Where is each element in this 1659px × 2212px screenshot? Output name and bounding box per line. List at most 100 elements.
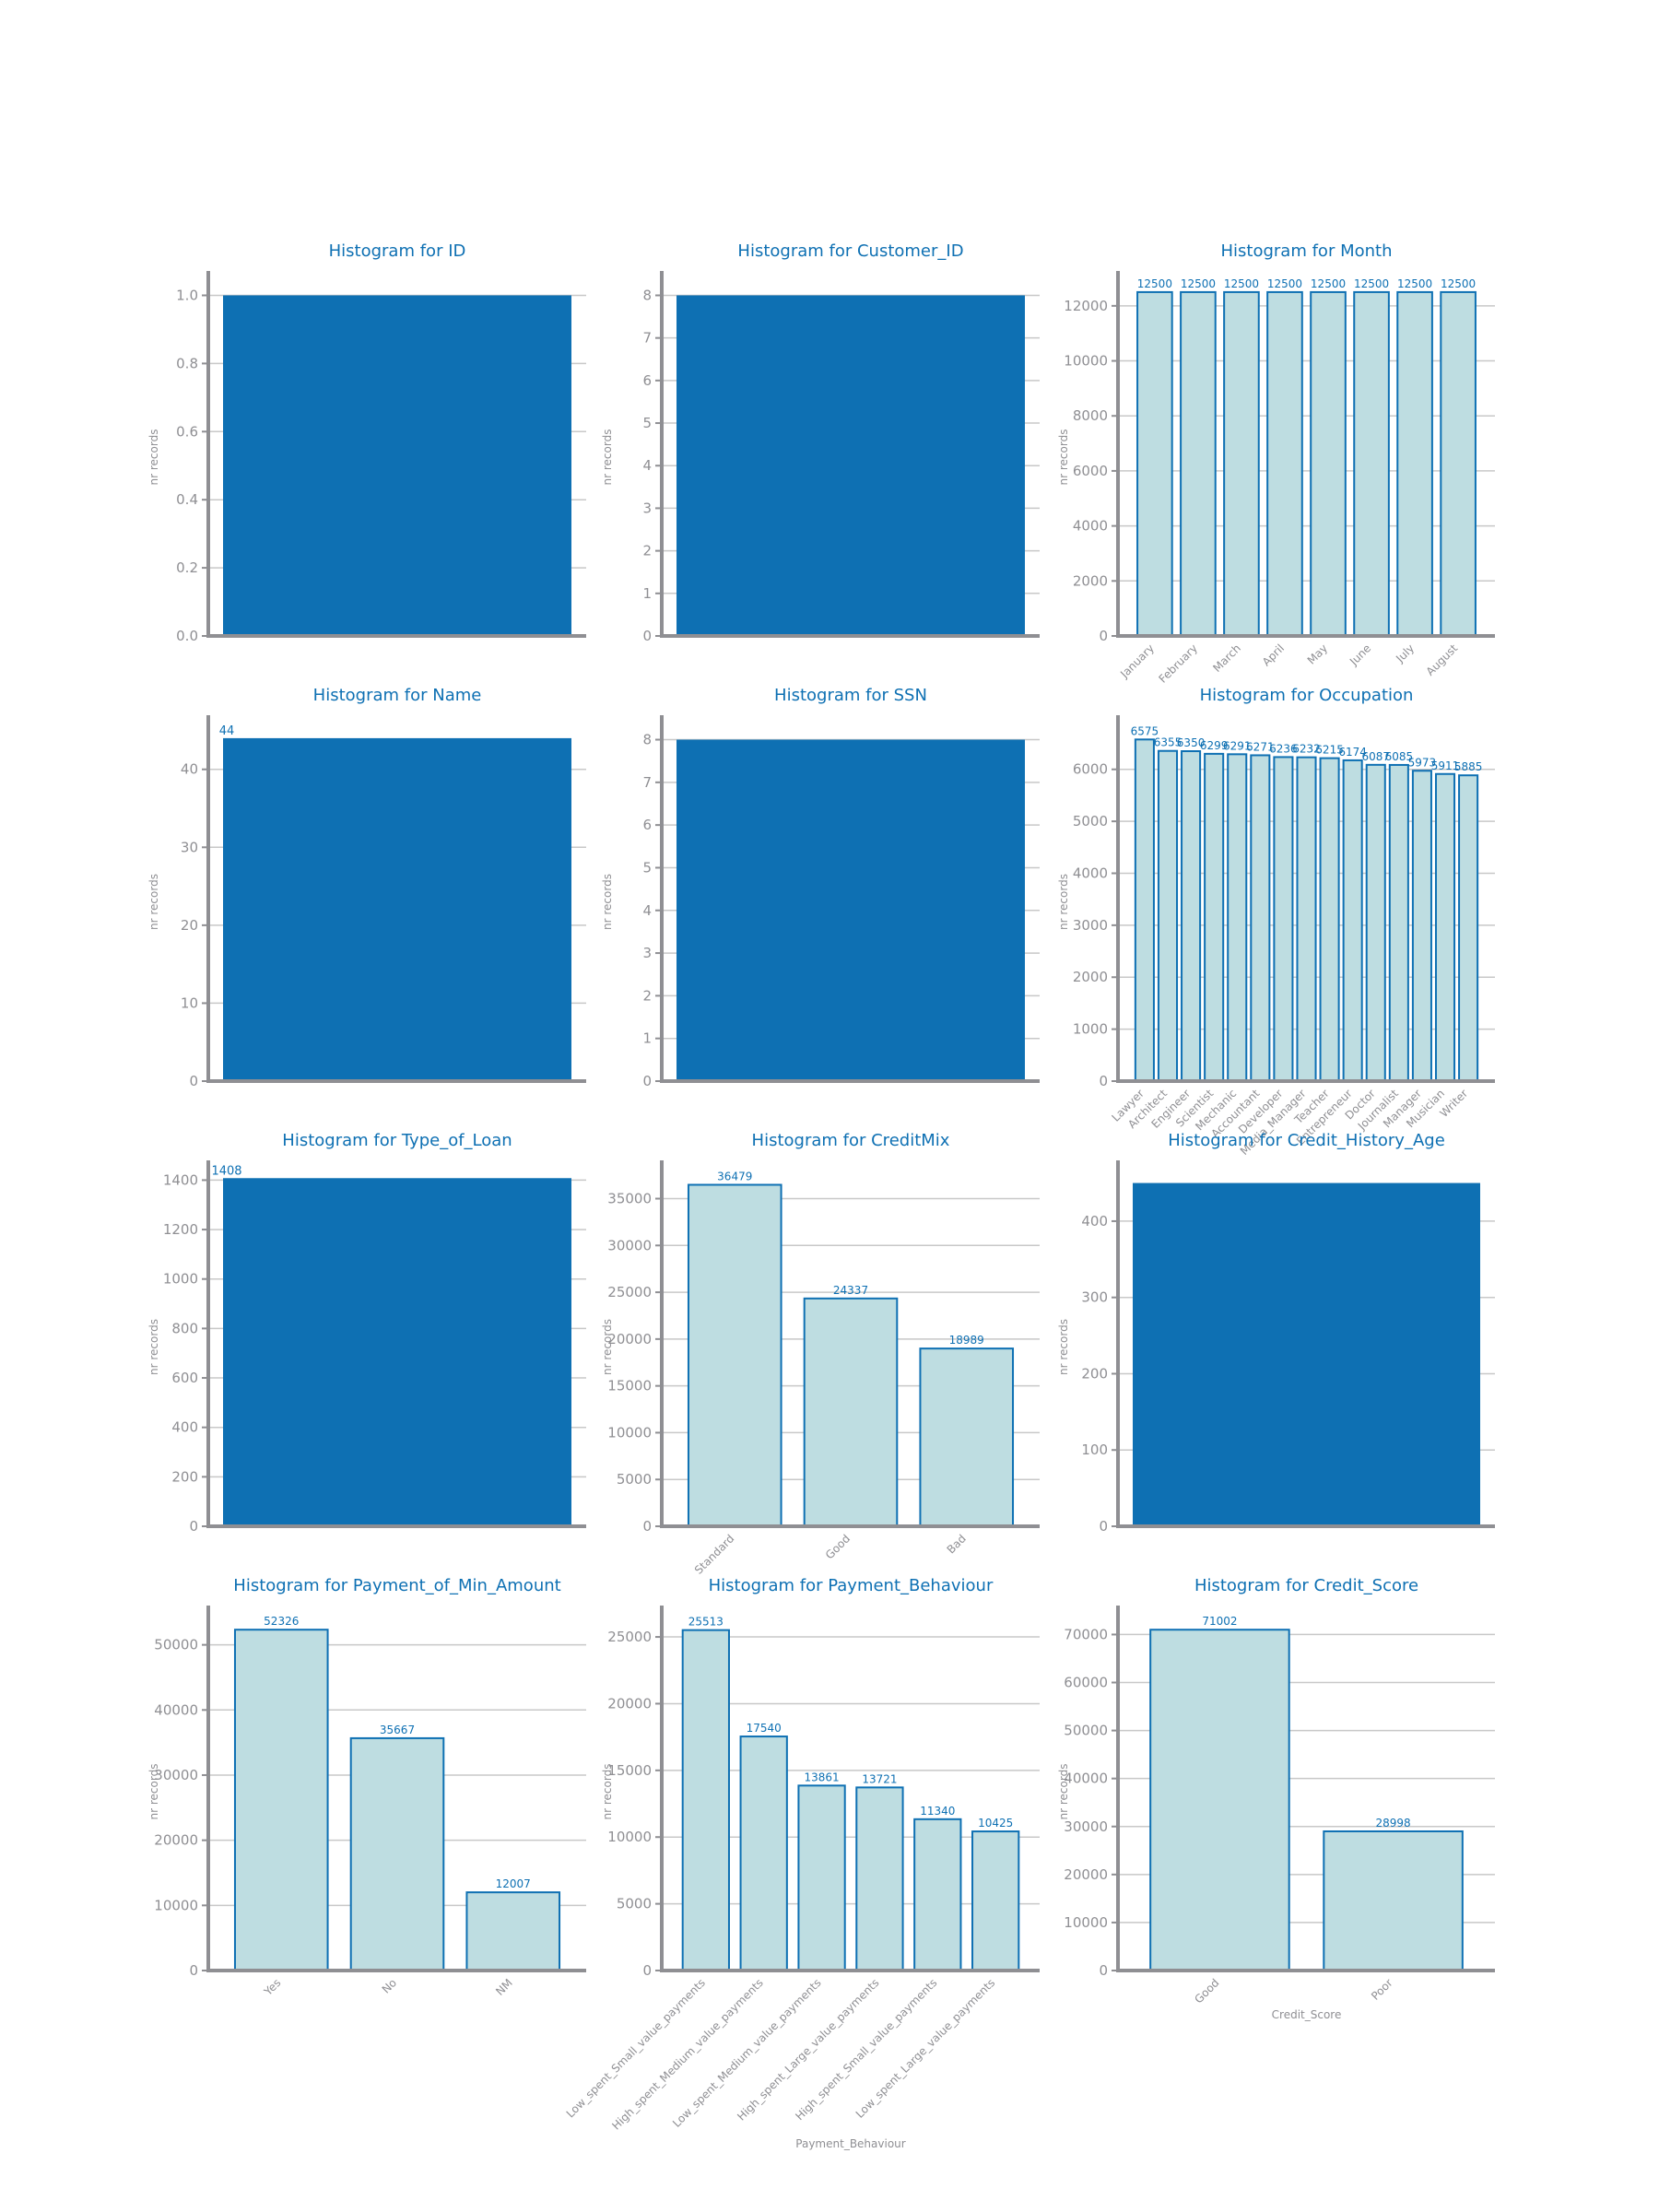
bar-value-label: 11340 bbox=[920, 1805, 955, 1818]
y-tick-label: 6000 bbox=[1073, 463, 1108, 479]
chart-panel-12: 71002 Good 28998 Poor 0 10000 20000 30000 40000 5… bbox=[1057, 1576, 1495, 2021]
y-tick-label: 0 bbox=[1099, 628, 1108, 644]
y-tick-label: 60000 bbox=[1064, 1675, 1108, 1691]
chart-panel-6: 6575Lawyer6355Architect6350Engineer6299S… bbox=[1057, 686, 1495, 1158]
chart-title: Histogram for CreditMix bbox=[752, 1131, 950, 1150]
chart-panel-3: 12500 January 12500 February 12500 March 12500… bbox=[1057, 241, 1495, 686]
y-tick-label: 5 bbox=[642, 859, 652, 876]
y-tick-label: 40000 bbox=[1064, 1771, 1108, 1787]
dense-bars bbox=[1133, 1182, 1480, 1526]
y-tick-label: 8000 bbox=[1073, 407, 1108, 424]
dense-bars bbox=[677, 739, 1025, 1081]
bar-value-label: 71002 bbox=[1202, 1615, 1237, 1628]
bar-value-label: 13861 bbox=[804, 1771, 839, 1783]
bar-value-label: 12500 bbox=[1397, 277, 1432, 290]
bar-value-label: 13721 bbox=[862, 1772, 897, 1785]
bar-value-label: 12500 bbox=[1137, 277, 1172, 290]
x-tick-label: April bbox=[1260, 641, 1287, 668]
x-tick-label: No bbox=[380, 1976, 399, 1995]
bar bbox=[1342, 759, 1363, 1082]
bar-value-label: 25513 bbox=[688, 1616, 724, 1629]
y-tick-label: 30000 bbox=[607, 1237, 652, 1253]
y-tick-label: 0 bbox=[1099, 1962, 1108, 1979]
chart-title: Histogram for Credit_History_Age bbox=[1168, 1131, 1445, 1150]
bar-value-label: 6575 bbox=[1131, 724, 1159, 737]
x-tick-label: January bbox=[1117, 641, 1157, 681]
bar-value-label: 6085 bbox=[1385, 750, 1414, 763]
x-tick-label: May bbox=[1305, 641, 1330, 666]
y-tick-label: 1 bbox=[642, 585, 652, 602]
x-tick-label: NM bbox=[493, 1976, 515, 1998]
bar bbox=[349, 1736, 445, 1972]
y-tick-label: 10000 bbox=[1064, 1914, 1108, 1931]
bar bbox=[1134, 738, 1155, 1082]
y-tick-label: 300 bbox=[1081, 1289, 1108, 1306]
bar bbox=[1365, 763, 1386, 1082]
y-tick-label: 0 bbox=[642, 1962, 652, 1979]
chart-title: Histogram for Customer_ID bbox=[737, 241, 963, 261]
x-axis-label: Credit_Score bbox=[1272, 2008, 1342, 2021]
chart-panel-10: 52326 Yes 35667 No 12007 NM 0 10000 20000 30000 40… bbox=[147, 1576, 586, 1999]
bar bbox=[1149, 1629, 1290, 1971]
y-tick-label: 4 bbox=[642, 457, 652, 474]
y-axis-label: nr records bbox=[147, 429, 160, 486]
x-tick-label: July bbox=[1393, 641, 1417, 665]
bar bbox=[919, 1347, 1015, 1528]
chart-title: Histogram for Credit_Score bbox=[1194, 1576, 1418, 1595]
y-tick-label: 0 bbox=[189, 1962, 198, 1979]
dense-bars bbox=[223, 295, 571, 636]
bar bbox=[687, 1183, 782, 1527]
chart-panel-11: 25513Low_spent_Small_value_payments17540… bbox=[564, 1576, 1040, 2150]
y-tick-label: 70000 bbox=[1064, 1626, 1108, 1642]
y-tick-label: 4000 bbox=[1073, 865, 1108, 881]
x-tick-label: Good bbox=[823, 1532, 853, 1561]
bar-value-label: 5973 bbox=[1408, 756, 1437, 769]
bar-value-label: 5885 bbox=[1454, 760, 1483, 773]
y-tick-label: 20000 bbox=[154, 1832, 198, 1849]
y-tick-label: 7 bbox=[642, 330, 652, 347]
y-tick-label: 20000 bbox=[1064, 1866, 1108, 1883]
y-tick-label: 1000 bbox=[1073, 1021, 1108, 1038]
y-tick-label: 35000 bbox=[607, 1191, 652, 1207]
y-axis-label: nr records bbox=[1057, 1319, 1070, 1375]
y-tick-label: 10000 bbox=[607, 1424, 652, 1441]
bar-value-label: 6355 bbox=[1154, 736, 1182, 749]
bar-value-label: 18989 bbox=[949, 1334, 984, 1347]
y-tick-label: 20 bbox=[181, 917, 198, 934]
y-tick-label: 7 bbox=[642, 774, 652, 791]
bar-value-label: 52326 bbox=[264, 1615, 299, 1628]
x-tick-label: March bbox=[1210, 641, 1243, 675]
y-axis-label: nr records bbox=[147, 1764, 160, 1820]
y-tick-label: 200 bbox=[1081, 1365, 1108, 1382]
y-tick-label: 50000 bbox=[1064, 1723, 1108, 1739]
y-tick-label: 200 bbox=[171, 1468, 198, 1485]
x-tick-label: Yes bbox=[261, 1976, 283, 1998]
bar bbox=[1388, 763, 1409, 1082]
bar-value-label: 35667 bbox=[380, 1724, 415, 1736]
y-tick-label: 3 bbox=[642, 945, 652, 961]
y-tick-label: 1.0 bbox=[176, 287, 198, 303]
bar bbox=[1273, 756, 1294, 1082]
bar-value-label: 12500 bbox=[1311, 277, 1346, 290]
bar bbox=[971, 1830, 1020, 1972]
bar-value-label: 24337 bbox=[833, 1284, 868, 1297]
bar-value-label: 6236 bbox=[1269, 742, 1298, 755]
y-tick-label: 4 bbox=[642, 902, 652, 919]
chart-title: Histogram for Type_of_Loan bbox=[282, 1131, 512, 1150]
bar bbox=[1310, 290, 1347, 637]
x-tick-label: Standard bbox=[692, 1532, 737, 1577]
chart-title: Histogram for Month bbox=[1221, 241, 1393, 261]
y-tick-label: 30000 bbox=[1064, 1818, 1108, 1835]
y-tick-label: 0.4 bbox=[176, 491, 198, 508]
chart-panel-8: 36479 Standard 24337 Good 18989 Bad 0 5000 10000… bbox=[601, 1131, 1040, 1577]
bar bbox=[1181, 750, 1202, 1083]
bar-value-label: 36479 bbox=[717, 1170, 752, 1182]
bar bbox=[1319, 757, 1340, 1082]
y-tick-label: 3 bbox=[642, 500, 652, 516]
y-tick-label: 15000 bbox=[607, 1378, 652, 1394]
y-tick-label: 0 bbox=[1099, 1073, 1108, 1089]
bar-value-label: 17540 bbox=[747, 1722, 782, 1735]
bar-value-label: 6291 bbox=[1223, 739, 1252, 752]
bar bbox=[1180, 290, 1217, 637]
